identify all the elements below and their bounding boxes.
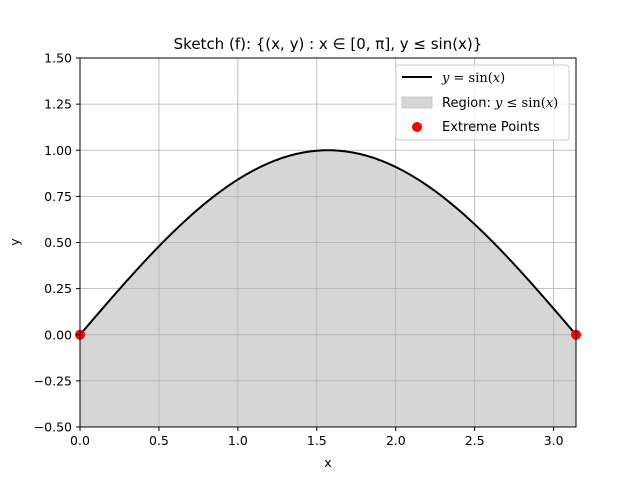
y-tick-label-5: 0.75 bbox=[44, 189, 72, 204]
legend-label-sine: y = sin(x) bbox=[441, 71, 505, 86]
x-tick-label-5: 2.5 bbox=[465, 433, 485, 448]
x-axis-label: x bbox=[324, 455, 331, 470]
y-tick-label-1: −0.25 bbox=[34, 373, 72, 388]
y-tick-label-8: 1.50 bbox=[44, 51, 72, 66]
sine-line bbox=[79, 149, 577, 336]
x-tick-label-6: 3.0 bbox=[544, 433, 564, 448]
y-tick-label-4: 0.50 bbox=[44, 235, 72, 250]
x-tick-label-2: 1.0 bbox=[228, 433, 248, 448]
y-tick-label-0: −0.50 bbox=[34, 420, 72, 435]
y-tick-label-2: 0.00 bbox=[44, 327, 72, 342]
legend-fill-swatch bbox=[401, 96, 433, 109]
x-tick-label-1: 0.5 bbox=[149, 433, 169, 448]
legend-box bbox=[395, 64, 570, 141]
legend: y = sin(x) Region: y ≤ sin(x) Extreme Po… bbox=[395, 64, 570, 141]
legend-label-region: Region: y ≤ sin(x) bbox=[442, 96, 558, 111]
y-tick-label-7: 1.25 bbox=[44, 97, 72, 112]
legend-label-extreme-points: Extreme Points bbox=[442, 120, 540, 135]
y-axis-label: y bbox=[7, 238, 22, 246]
x-axis-ticks: 0.0 0.5 1.0 1.5 2.0 2.5 3.0 bbox=[70, 427, 564, 448]
legend-point-swatch bbox=[412, 122, 422, 132]
chart-title: Sketch (f): {(x, y) : x ∈ [0, π], y ≤ si… bbox=[174, 35, 483, 53]
y-axis-ticks: −0.50 −0.25 0.00 0.25 0.50 0.75 1.00 1.25 1.50 bbox=[34, 51, 80, 435]
x-tick-label-4: 2.0 bbox=[386, 433, 406, 448]
y-tick-label-3: 0.25 bbox=[44, 281, 72, 296]
y-tick-label-6: 1.00 bbox=[44, 143, 72, 158]
x-tick-label-0: 0.0 bbox=[70, 433, 90, 448]
x-tick-label-3: 1.5 bbox=[307, 433, 327, 448]
